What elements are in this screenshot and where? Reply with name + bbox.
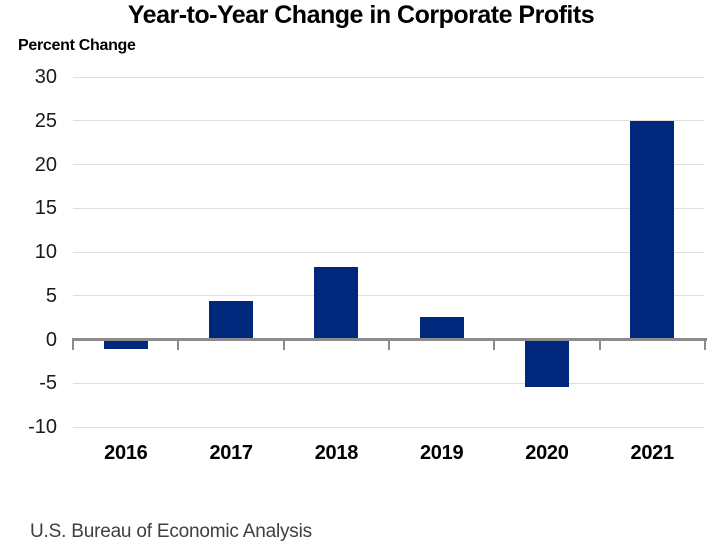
x-tick-label-2018: 2018 <box>314 442 359 464</box>
y-tick-label-5: 5 <box>45 284 57 307</box>
gridline-5 <box>73 295 704 297</box>
gridline--5 <box>73 382 704 384</box>
y-axis-unit-label: Percent Change <box>18 37 136 54</box>
bar-2021 <box>630 120 675 340</box>
y-tick-label--5: -5 <box>39 372 57 395</box>
y-tick-label-10: 10 <box>34 241 57 263</box>
bar-2018 <box>314 266 359 340</box>
x-axis-tick-5 <box>598 341 601 350</box>
x-tick-label-2016: 2016 <box>104 442 148 464</box>
x-axis-tick-4 <box>493 341 496 350</box>
x-axis-tick-2 <box>282 341 285 350</box>
gridline-30 <box>73 76 704 78</box>
x-axis-tick-0 <box>72 341 75 350</box>
x-axis-tick-6 <box>703 341 706 350</box>
bar-2020 <box>524 339 569 387</box>
y-tick-label-15: 15 <box>34 197 57 220</box>
y-tick-label-25: 25 <box>34 109 57 132</box>
zero-axis-line <box>72 338 707 341</box>
gridline--10 <box>73 426 704 428</box>
x-tick-label-2017: 2017 <box>209 442 253 464</box>
x-axis-tick-1 <box>177 341 180 350</box>
y-tick-label--10: -10 <box>28 416 57 438</box>
source-note: U.S. Bureau of Economic Analysis <box>30 521 312 542</box>
bar-2017 <box>209 301 254 340</box>
x-tick-label-2020: 2020 <box>525 442 569 464</box>
gridline-20 <box>73 164 704 165</box>
x-tick-label-2021: 2021 <box>630 442 675 464</box>
y-tick-label-20: 20 <box>34 153 57 176</box>
x-tick-label-2019: 2019 <box>419 442 464 464</box>
chart-title: Year-to-Year Change in Corporate Profits <box>127 1 595 29</box>
gridline-25 <box>73 120 704 122</box>
y-tick-label-30: 30 <box>34 66 57 88</box>
bar-2019 <box>419 316 464 340</box>
y-tick-label-0: 0 <box>45 328 57 351</box>
gridline-15 <box>73 207 704 209</box>
x-axis-tick-3 <box>388 341 390 350</box>
gridline-10 <box>73 251 704 253</box>
bar-2016 <box>103 339 148 350</box>
